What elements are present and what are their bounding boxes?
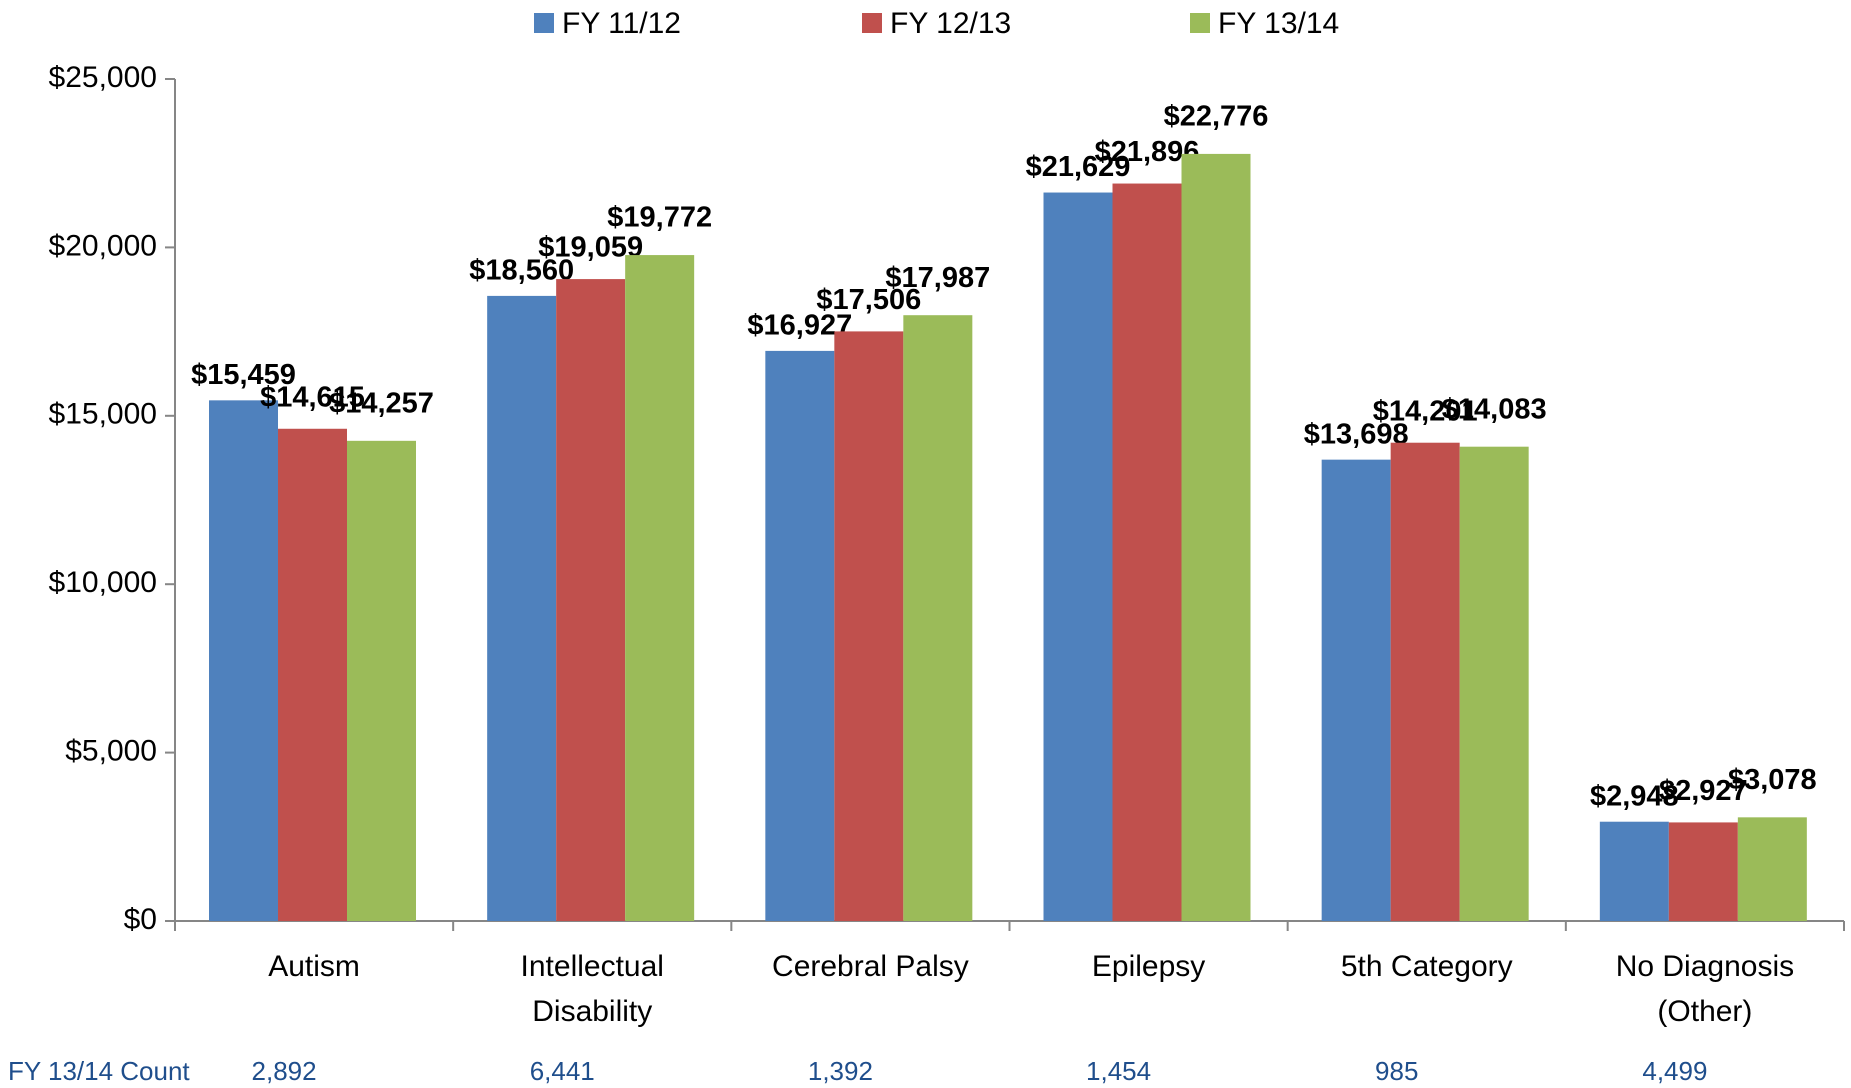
bar bbox=[1459, 446, 1529, 921]
x-tick-line: 5th Category bbox=[1341, 950, 1513, 983]
x-tick-label: Autism bbox=[268, 950, 360, 983]
bar bbox=[278, 428, 347, 921]
y-tick-label: $0 bbox=[124, 903, 157, 936]
data-label: $21,629 bbox=[1026, 151, 1131, 183]
count-value: 4,499 bbox=[1642, 1056, 1707, 1086]
count-value: 1,392 bbox=[808, 1056, 873, 1086]
legend-swatch bbox=[862, 13, 882, 33]
count-value: 1,454 bbox=[1086, 1056, 1151, 1086]
y-tick-label: $15,000 bbox=[49, 398, 157, 431]
bar bbox=[487, 295, 557, 922]
data-label: $15,459 bbox=[191, 359, 296, 391]
bar bbox=[1599, 821, 1669, 921]
x-tick-label: No Diagnosis (Other) bbox=[1616, 950, 1794, 1028]
legend-label: FY 13/14 bbox=[1218, 7, 1339, 40]
count-value: 2,892 bbox=[252, 1056, 317, 1086]
legend-swatch bbox=[534, 13, 554, 33]
bar bbox=[1043, 192, 1113, 921]
count-value: 985 bbox=[1375, 1056, 1418, 1086]
data-label: $14,615 bbox=[260, 381, 365, 413]
y-tick-label: $20,000 bbox=[49, 229, 157, 262]
bar bbox=[556, 279, 626, 921]
x-tick-label: Cerebral Palsy bbox=[772, 950, 969, 983]
data-label: $19,772 bbox=[607, 202, 712, 234]
data-label: $2,927 bbox=[1659, 775, 1748, 807]
y-tick-label: $10,000 bbox=[49, 566, 157, 599]
data-label: $14,257 bbox=[329, 387, 434, 419]
legend-swatch bbox=[1190, 13, 1210, 33]
legend-label: FY 11/12 bbox=[562, 7, 681, 40]
x-tick-line: Disability bbox=[532, 995, 652, 1028]
y-tick-label: $25,000 bbox=[49, 61, 157, 94]
x-tick-label: 5th Category bbox=[1341, 950, 1513, 983]
x-tick-line: Intellectual bbox=[521, 950, 664, 983]
count-label: FY 13/14 Count bbox=[8, 1056, 190, 1086]
data-label: $3,078 bbox=[1728, 764, 1817, 796]
x-tick-line: Autism bbox=[268, 950, 360, 983]
x-tick-line: Epilepsy bbox=[1092, 950, 1205, 983]
data-label: $17,506 bbox=[816, 284, 921, 316]
bar bbox=[1737, 817, 1807, 921]
bar bbox=[625, 255, 695, 921]
bar bbox=[1321, 459, 1391, 921]
bar bbox=[765, 350, 835, 921]
bar bbox=[347, 440, 416, 921]
x-tick-line: (Other) bbox=[1657, 995, 1752, 1028]
x-tick-line: Cerebral Palsy bbox=[772, 950, 969, 983]
data-label: $14,083 bbox=[1442, 393, 1547, 425]
bar bbox=[209, 400, 278, 921]
x-tick-line: No Diagnosis bbox=[1616, 950, 1794, 983]
data-label: $14,201 bbox=[1373, 395, 1478, 427]
x-tick-label: Epilepsy bbox=[1092, 950, 1205, 983]
bar bbox=[834, 331, 904, 921]
bar bbox=[1668, 822, 1738, 921]
bar bbox=[903, 315, 973, 921]
x-tick-label: Intellectual Disability bbox=[521, 950, 664, 1028]
bar bbox=[1112, 183, 1182, 921]
data-label: $2,948 bbox=[1590, 780, 1679, 812]
bar bbox=[1390, 442, 1460, 921]
count-value: 6,441 bbox=[530, 1056, 595, 1086]
y-tick-label: $5,000 bbox=[65, 735, 157, 768]
data-label: $22,776 bbox=[1164, 101, 1269, 133]
legend-label: FY 12/13 bbox=[890, 7, 1011, 40]
data-label: $17,987 bbox=[885, 262, 990, 294]
bar bbox=[1181, 153, 1251, 922]
